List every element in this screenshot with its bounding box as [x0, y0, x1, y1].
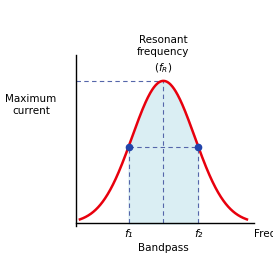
Text: Frequency: Frequency [254, 229, 273, 239]
Text: f₂: f₂ [194, 229, 202, 239]
Text: f₁: f₁ [124, 229, 133, 239]
Text: $(f_R)$: $(f_R)$ [154, 61, 173, 75]
Text: Maximum
current: Maximum current [5, 94, 57, 116]
Text: Bandpass: Bandpass [138, 243, 189, 253]
Text: Resonant
frequency: Resonant frequency [137, 35, 190, 57]
